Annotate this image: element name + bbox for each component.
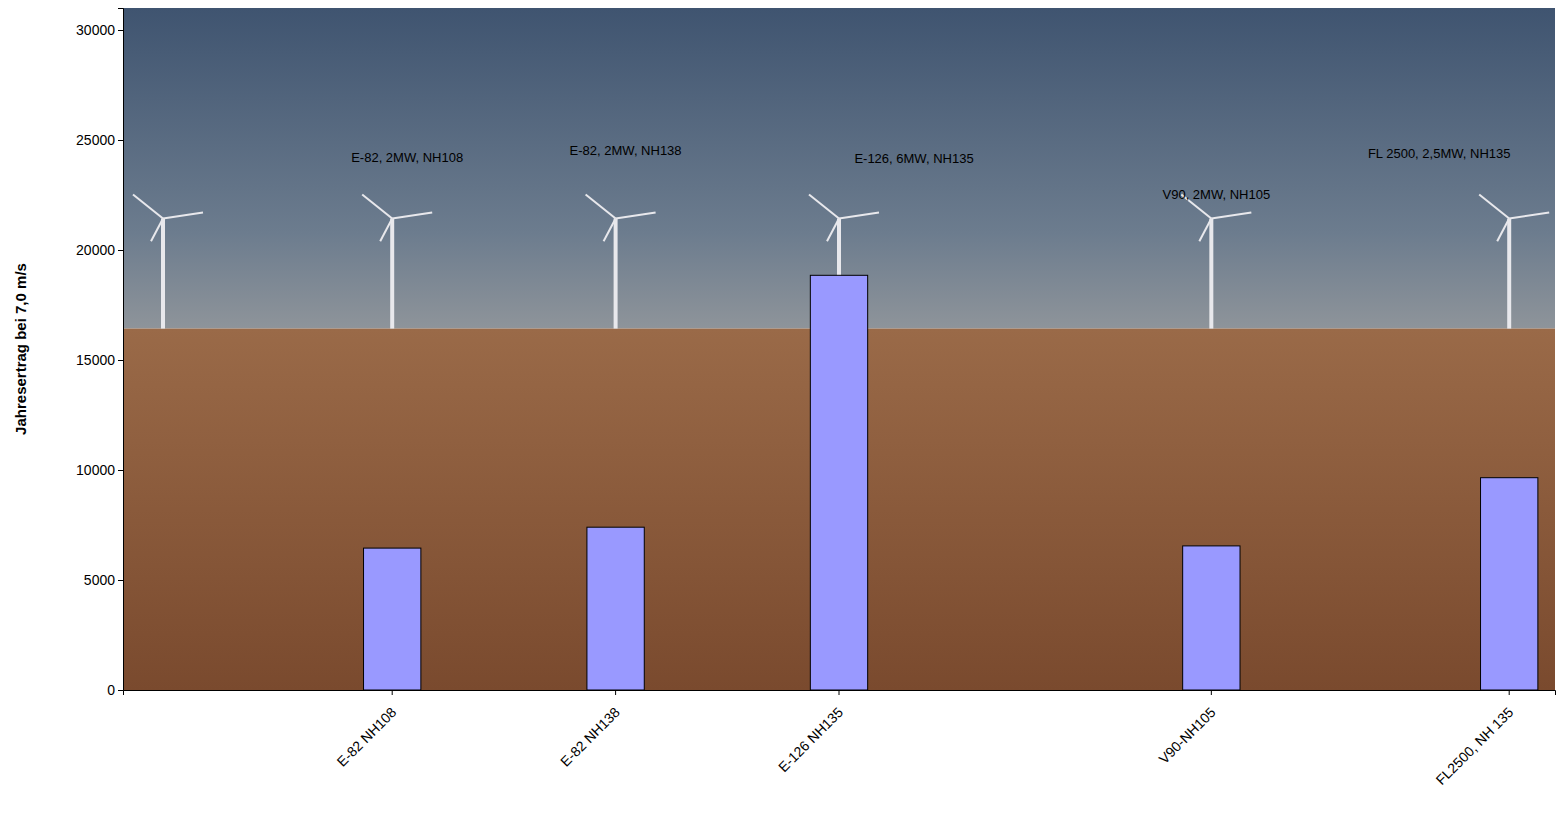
turbine-blade	[392, 213, 432, 219]
annotation: E-126, 6MW, NH135	[854, 151, 973, 166]
y-tick-label: 0	[107, 682, 115, 698]
y-tick-label: 10000	[76, 462, 115, 478]
turbine-tower	[1209, 219, 1213, 329]
turbine-blade	[809, 195, 839, 219]
y-tick: 30000	[76, 22, 123, 38]
x-tick-label: E-82 NH108	[334, 704, 400, 770]
x-tick: E-82 NH108	[334, 690, 400, 770]
bar	[587, 527, 644, 690]
turbine-tower	[161, 219, 165, 329]
turbine-blade	[1479, 195, 1509, 219]
bar	[364, 548, 421, 690]
annotation: E-82, 2MW, NH108	[351, 150, 463, 165]
annotation: V90, 2MW, NH105	[1163, 187, 1271, 202]
annotation: E-82, 2MW, NH138	[570, 143, 682, 158]
y-tick: 10000	[76, 462, 123, 478]
y-tick-label: 25000	[76, 132, 115, 148]
y-tick: 0	[107, 682, 123, 698]
turbine-blade	[380, 219, 392, 242]
turbine-blade	[163, 213, 203, 219]
turbine-blade	[133, 195, 163, 219]
y-tick-label: 30000	[76, 22, 115, 38]
turbine-blade	[839, 213, 879, 219]
chart: 0 5000 10000 15000 20000 25000 30000 E-82 NH108…	[0, 0, 1562, 833]
bar	[810, 275, 867, 690]
y-tick: 25000	[76, 132, 123, 148]
y-tick-mark	[118, 580, 123, 581]
x-axis: E-82 NH108 E-82 NH138 E-126 NH135 V90-NH105…	[124, 690, 1556, 788]
x-tick-mark	[1509, 690, 1510, 695]
x-tick-mark	[615, 690, 616, 695]
x-tick-label: FL2500, NH 135	[1432, 704, 1516, 788]
y-tick: 20000	[76, 242, 123, 258]
x-axis-line	[124, 691, 1556, 696]
x-tick-mark	[392, 690, 393, 695]
x-tick-label: V90-NH105	[1156, 704, 1219, 767]
y-axis-title: Jahresertrag bei 7,0 m/s	[12, 263, 29, 435]
y-axis: 0 5000 10000 15000 20000 25000 30000	[76, 9, 123, 698]
turbine-blade	[151, 219, 163, 242]
x-tick: E-126 NH135	[775, 690, 846, 775]
x-tick-mark	[1211, 690, 1212, 695]
x-tick: FL2500, NH 135	[1432, 690, 1516, 788]
turbine-blade	[1199, 219, 1211, 242]
x-tick: V90-NH105	[1156, 690, 1219, 767]
y-tick-label: 15000	[76, 352, 115, 368]
background	[123, 8, 1555, 690]
turbine-blade	[362, 195, 392, 219]
y-tick-mark	[118, 30, 123, 31]
turbine-blade	[1497, 219, 1509, 242]
turbine-blade	[604, 219, 616, 242]
turbine-blade	[1509, 213, 1549, 219]
turbine-blade	[616, 213, 656, 219]
plot-area	[364, 275, 1538, 690]
x-tick-mark	[839, 690, 840, 695]
y-axis-line	[118, 9, 124, 691]
annotation: FL 2500, 2,5MW, NH135	[1368, 146, 1511, 161]
y-tick-label: 5000	[84, 572, 115, 588]
turbine-blade	[1211, 213, 1251, 219]
turbine-tower	[614, 219, 618, 329]
y-tick-mark	[118, 360, 123, 361]
turbine-tower	[1507, 219, 1511, 329]
y-tick-mark	[118, 690, 123, 691]
x-tick-label: E-82 NH138	[557, 704, 623, 770]
y-tick: 15000	[76, 352, 123, 368]
turbine-blade	[586, 195, 616, 219]
y-tick-label: 20000	[76, 242, 115, 258]
y-tick: 5000	[84, 572, 123, 588]
x-tick-label: E-126 NH135	[775, 704, 846, 775]
turbine-tower	[390, 219, 394, 329]
y-tick-mark	[118, 250, 123, 251]
bar	[1481, 478, 1538, 690]
bar	[1183, 546, 1240, 690]
x-tick: E-82 NH138	[557, 690, 623, 770]
turbine-blade	[827, 219, 839, 242]
y-tick-mark	[118, 140, 123, 141]
y-tick-mark	[118, 470, 123, 471]
